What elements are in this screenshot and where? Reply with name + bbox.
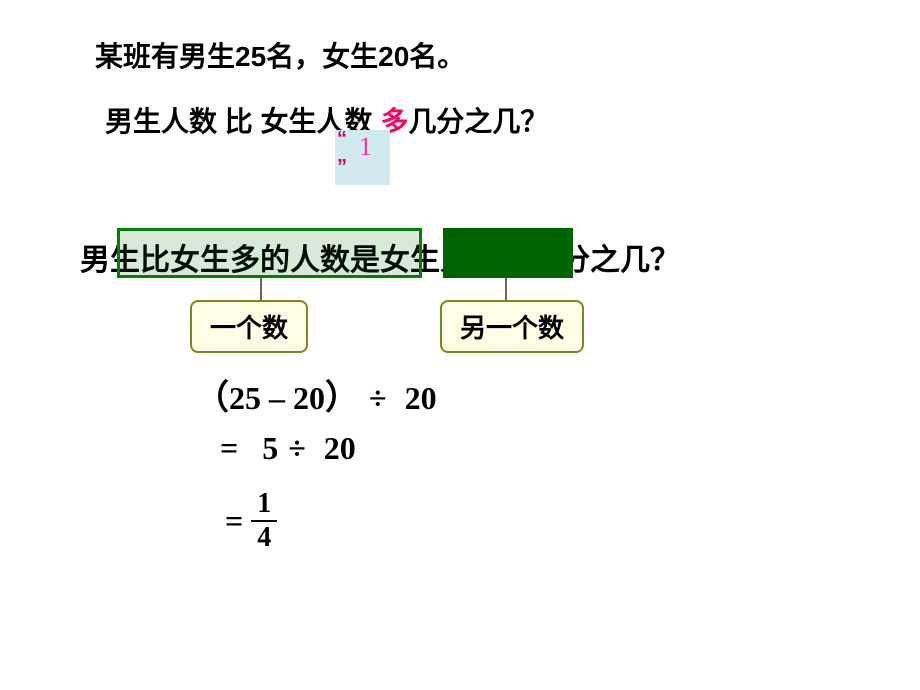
equation-step-1: （25 – 20）÷ 20 xyxy=(195,370,437,419)
digit-one: 1 xyxy=(359,132,372,162)
connector-line-2 xyxy=(505,278,507,300)
minus-op: – xyxy=(269,380,285,416)
unit-one-marker: “ 1 ” xyxy=(335,130,390,185)
equation-step-2: = 5 ÷ 20 xyxy=(220,430,356,467)
label-one-number: 一个数 xyxy=(190,300,308,353)
divide-op-2: ÷ xyxy=(288,430,306,467)
val-20c: 20 xyxy=(324,430,356,466)
connector-line-1 xyxy=(260,278,262,300)
val-25: 25 xyxy=(229,380,261,416)
equals-3: = xyxy=(225,503,243,540)
label-another-number: 另一个数 xyxy=(440,300,584,353)
problem-statement: 某班有男生25名，女生20名。 xyxy=(95,35,465,75)
equals-2: = xyxy=(220,430,238,466)
question-line: 男生人数 比 女生人数 多几分之几？ xyxy=(105,100,548,140)
equation-step-3: = 1 4 xyxy=(225,490,277,552)
quote-open: “ xyxy=(337,128,347,151)
fraction-numerator: 1 xyxy=(251,490,277,522)
val-20b: 20 xyxy=(405,380,437,416)
divide-op-1: ÷ xyxy=(369,380,387,417)
fraction-denominator: 4 xyxy=(251,522,277,552)
val-5: 5 xyxy=(262,430,278,466)
paren-close: ） xyxy=(325,380,359,417)
question-suffix: 几分之几？ xyxy=(408,106,548,137)
quote-close: ” xyxy=(337,156,347,179)
highlight-box-subject xyxy=(117,228,422,278)
fraction-result: 1 4 xyxy=(251,490,277,552)
paren-open: （ xyxy=(195,380,229,417)
highlight-box-base xyxy=(443,228,573,278)
val-20a: 20 xyxy=(293,380,325,416)
